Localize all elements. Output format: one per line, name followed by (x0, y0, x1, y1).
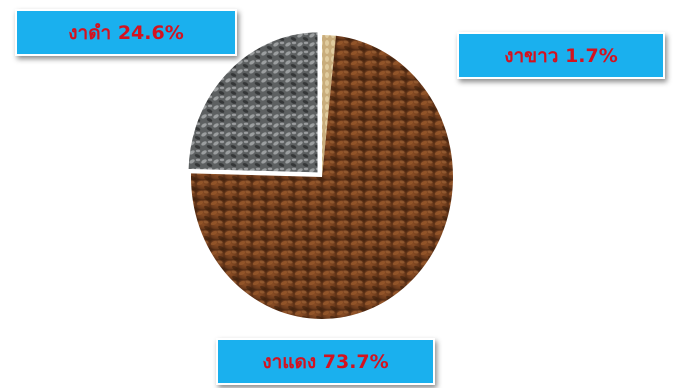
slice-label-black-sesame: งาดำ 24.6% (15, 9, 237, 56)
slice-label-white-sesame: งาขาว 1.7% (457, 32, 665, 79)
pie-slice-red-sesame (190, 35, 453, 319)
slice-label-text: งาขาว 1.7% (504, 44, 618, 67)
slice-label-text: งาดำ 24.6% (68, 21, 184, 44)
pie-slice-white-sesame (322, 35, 336, 177)
pie-slice-black-sesame (186, 30, 320, 175)
slice-label-text: งาแดง 73.7% (262, 350, 389, 373)
slice-label-red-sesame: งาแดง 73.7% (216, 338, 435, 385)
